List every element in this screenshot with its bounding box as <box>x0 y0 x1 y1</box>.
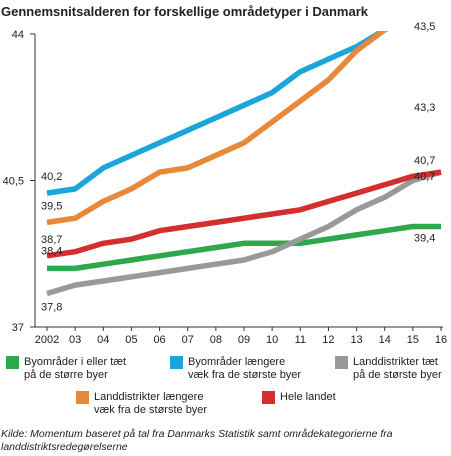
start-value-label: 37,8 <box>41 302 62 314</box>
x-tick-label: 05 <box>125 334 137 346</box>
legend-label: på de større byer <box>24 369 108 381</box>
legend-label: Byområder længere <box>188 356 285 368</box>
legend-swatch <box>76 391 89 404</box>
end-value-label: 43,3 <box>414 102 435 114</box>
x-tick-label: 10 <box>266 334 278 346</box>
legend-label: væk fra de største byer <box>188 369 301 381</box>
legend-swatch <box>6 356 19 369</box>
chart-title: Gennemsnitsalderen for forskellige områd… <box>1 4 369 19</box>
legend-label: Byområder i eller tæt <box>24 356 126 368</box>
x-tick-label: 2002 <box>35 334 59 346</box>
x-tick-label: 14 <box>379 334 391 346</box>
x-tick-label: 06 <box>153 334 165 346</box>
y-tick-label: 44 <box>12 29 24 41</box>
series-line <box>47 223 441 272</box>
start-value-label: 38,7 <box>41 234 62 246</box>
x-tick-label: 12 <box>322 334 334 346</box>
series-line <box>46 169 442 259</box>
legend-label: Hele landet <box>280 391 336 403</box>
x-tick-label: 13 <box>350 334 362 346</box>
legend-swatch <box>170 356 183 369</box>
start-value-label: 39,5 <box>41 200 62 212</box>
y-tick-label: 37 <box>12 322 24 334</box>
x-tick-label: 08 <box>210 334 222 346</box>
series-lines <box>46 31 442 297</box>
legend-swatch <box>335 356 348 369</box>
legend-label: på de største byer <box>353 369 442 381</box>
x-tick-label: 15 <box>407 334 419 346</box>
source-text: landdistriktsredegørelserne <box>1 441 128 453</box>
x-tick-label: 16 <box>435 334 447 346</box>
x-tick-label: 07 <box>182 334 194 346</box>
x-tick-label: 09 <box>238 334 250 346</box>
legend-label: Landdistrikter tæt <box>353 356 438 368</box>
end-value-label: 43,5 <box>414 21 435 33</box>
x-tick-label: 11 <box>295 334 306 346</box>
legend-label: væk fra de største byer <box>94 404 207 416</box>
series-line <box>46 31 388 226</box>
start-value-label: 38,4 <box>41 245 62 257</box>
end-value-label: 40,7 <box>414 155 435 167</box>
legend-label: Landdistrikter længere <box>94 391 203 403</box>
start-value-label: 40,2 <box>41 171 62 183</box>
series-line <box>46 169 442 297</box>
source-note: Kilde: Momentum baseret på tal fra Danma… <box>1 428 393 453</box>
source-text: Kilde: Momentum baseret på tal fra Danma… <box>1 428 393 440</box>
end-value-label: 39,4 <box>414 233 435 245</box>
end-value-label: 40,7 <box>414 171 435 183</box>
legend-swatch <box>262 391 275 404</box>
y-tick-label: 40,5 <box>3 176 24 188</box>
x-tick-label: 04 <box>97 334 109 346</box>
x-tick-label: 03 <box>69 334 81 346</box>
axes: 37 40,5 44 2002 03 04 05 06 07 08 09 10 11 12 13 14 15 16 <box>3 29 448 346</box>
data-labels: 38,4 39,4 40,2 43,3 37,8 40,7 39,5 43,5 38,7 40,7 <box>41 21 435 313</box>
